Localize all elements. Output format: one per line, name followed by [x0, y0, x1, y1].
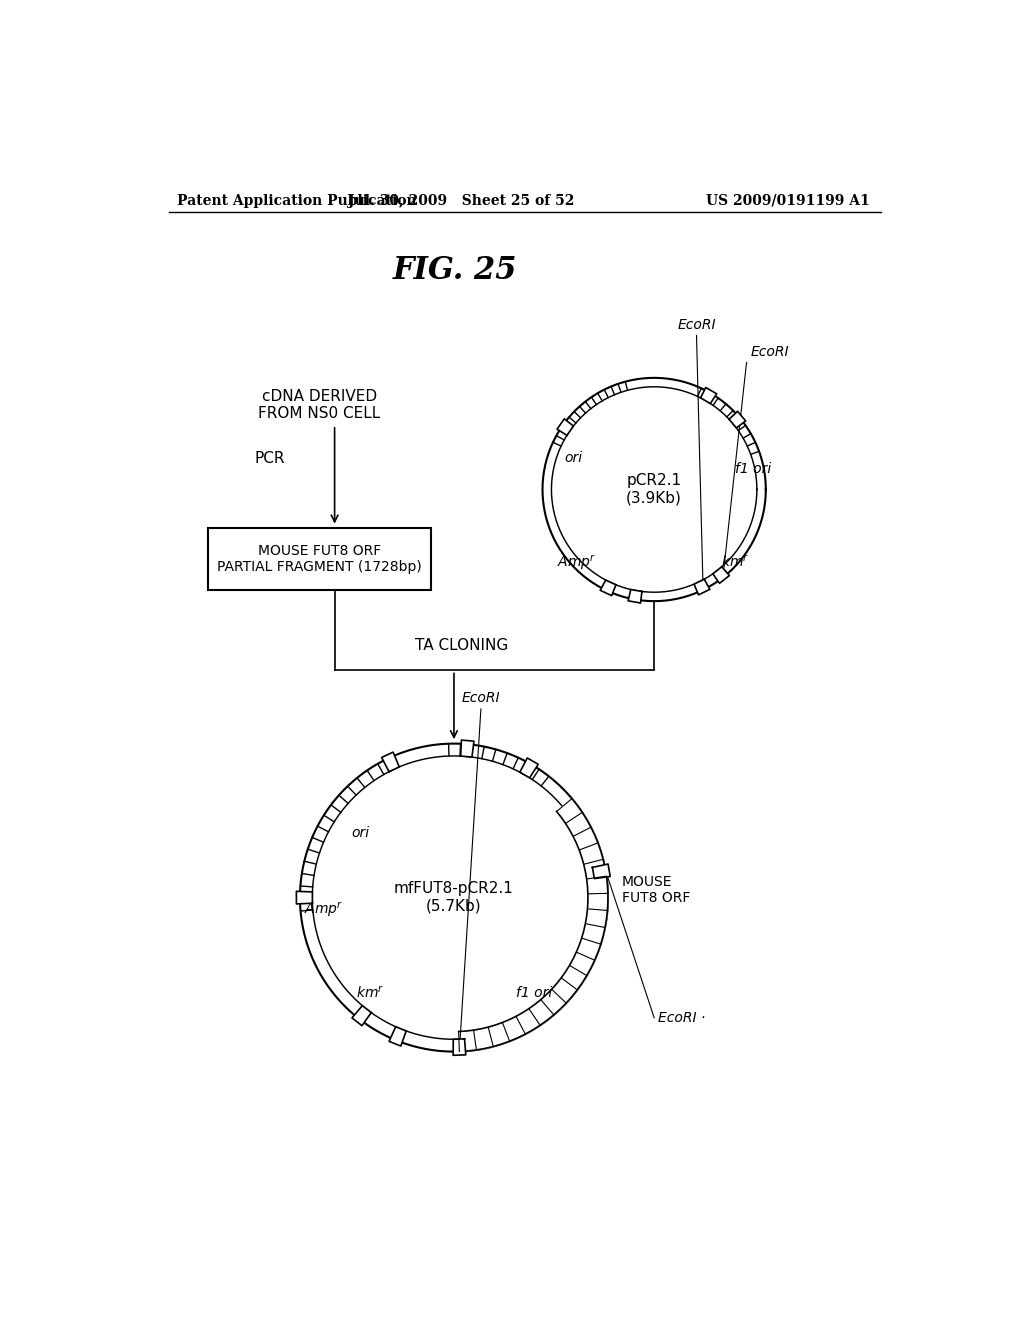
Polygon shape — [382, 752, 399, 772]
Polygon shape — [459, 799, 608, 1052]
Text: ori: ori — [564, 451, 583, 465]
Polygon shape — [694, 579, 710, 595]
Text: EcoRI: EcoRI — [462, 692, 500, 705]
Text: Jul. 30, 2009   Sheet 25 of 52: Jul. 30, 2009 Sheet 25 of 52 — [348, 194, 574, 207]
Text: EcoRI: EcoRI — [677, 318, 716, 331]
Text: EcoRI: EcoRI — [751, 345, 790, 359]
Text: Amp$^r$: Amp$^r$ — [557, 553, 596, 572]
Text: cDNA DERIVED
FROM NS0 CELL: cDNA DERIVED FROM NS0 CELL — [258, 388, 380, 421]
Polygon shape — [700, 388, 717, 404]
Text: US 2009/0191199 A1: US 2009/0191199 A1 — [706, 194, 869, 207]
Text: EcoRI ·: EcoRI · — [658, 1011, 706, 1024]
Text: mfFUT8-pCR2.1
(5.7Kb): mfFUT8-pCR2.1 (5.7Kb) — [394, 882, 514, 913]
Polygon shape — [389, 1027, 407, 1045]
Text: km$^r$: km$^r$ — [721, 554, 750, 570]
Polygon shape — [454, 1039, 466, 1055]
Text: TA CLONING: TA CLONING — [415, 638, 508, 653]
Text: FIG. 25: FIG. 25 — [392, 255, 517, 285]
Text: Amp$^r$: Amp$^r$ — [304, 900, 343, 919]
Text: km$^r$: km$^r$ — [356, 985, 385, 1001]
Polygon shape — [520, 758, 539, 777]
Polygon shape — [296, 891, 312, 904]
Bar — [208, 528, 431, 590]
Text: Patent Application Publication: Patent Application Publication — [177, 194, 417, 207]
Polygon shape — [713, 566, 729, 583]
Polygon shape — [557, 418, 573, 436]
Text: ori: ori — [351, 826, 370, 840]
Polygon shape — [352, 1006, 372, 1026]
Polygon shape — [593, 865, 610, 879]
Text: MOUSE
FUT8 ORF: MOUSE FUT8 ORF — [622, 875, 690, 906]
Text: f1 ori: f1 ori — [734, 462, 771, 477]
Polygon shape — [600, 579, 616, 595]
Text: MOUSE FUT8 ORF
PARTIAL FRAGMENT (1728bp): MOUSE FUT8 ORF PARTIAL FRAGMENT (1728bp) — [217, 544, 422, 574]
Polygon shape — [461, 741, 474, 758]
Text: f1 ori: f1 ori — [516, 986, 552, 1001]
Polygon shape — [729, 412, 745, 428]
Text: pCR2.1
(3.9Kb): pCR2.1 (3.9Kb) — [627, 474, 682, 506]
Polygon shape — [628, 590, 642, 603]
Text: PCR: PCR — [254, 451, 285, 466]
